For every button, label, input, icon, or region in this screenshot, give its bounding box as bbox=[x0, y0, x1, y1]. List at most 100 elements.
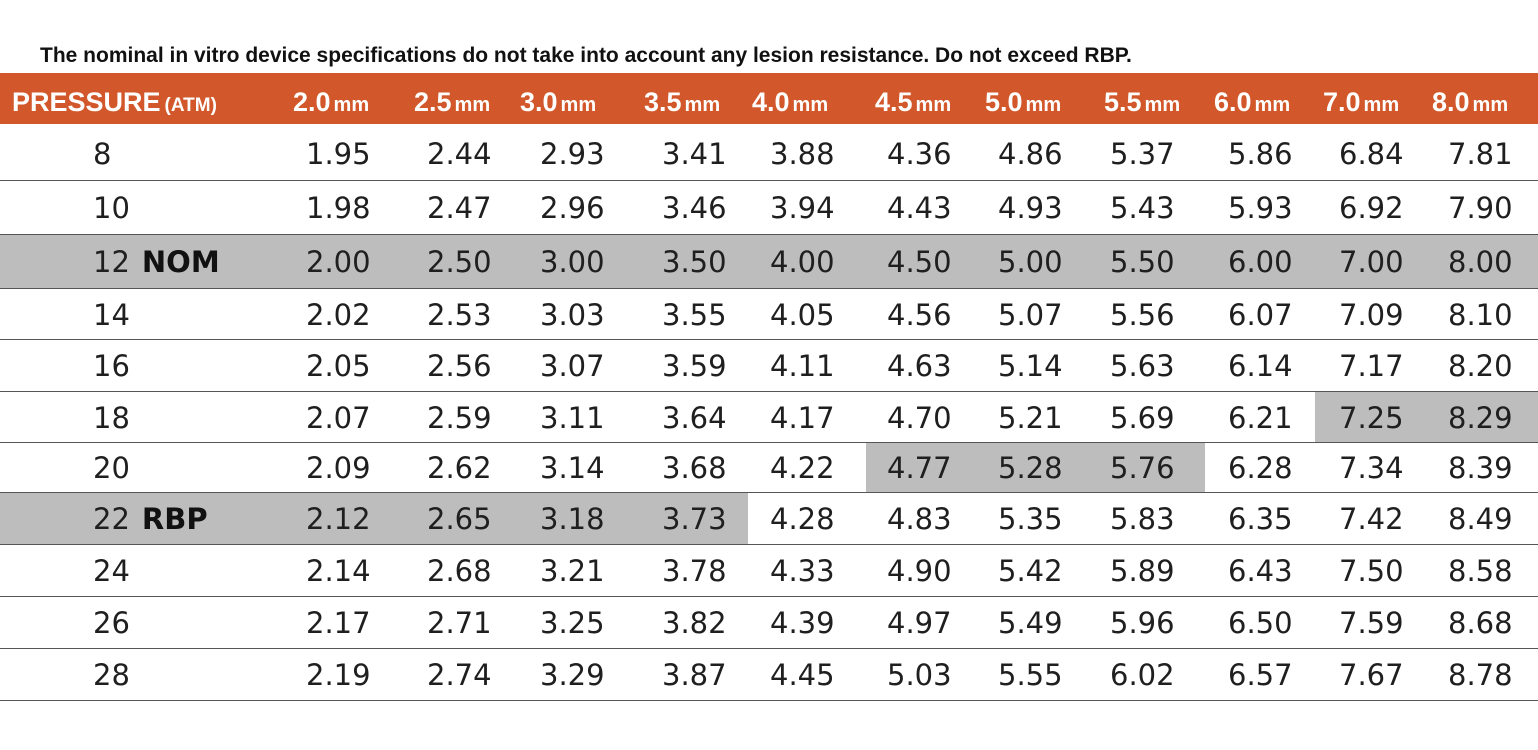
header-size-unit: mm bbox=[1144, 94, 1181, 116]
diameter-cell: 3.94 bbox=[770, 191, 835, 225]
diameter-cell: 5.63 bbox=[1110, 349, 1175, 383]
diameter-cell: 5.83 bbox=[1110, 502, 1175, 536]
diameter-cell: 8.20 bbox=[1448, 349, 1513, 383]
header-size-4-0: 4.0 mm bbox=[752, 73, 828, 124]
header-size-value: 4.5 bbox=[875, 87, 913, 117]
pressure-value: 28 bbox=[93, 658, 130, 692]
header-pressure-unit: (ATM) bbox=[164, 95, 217, 116]
diameter-cell: 5.49 bbox=[998, 606, 1063, 640]
diameter-cell: 2.68 bbox=[427, 554, 492, 588]
diameter-cell: 7.50 bbox=[1339, 554, 1404, 588]
table-row: 10 1.98 2.47 2.96 3.46 3.94 4.43 4.93 5.43 5.93 6.… bbox=[0, 181, 1538, 235]
row-divider bbox=[0, 648, 1538, 649]
diameter-cell: 4.83 bbox=[887, 502, 952, 536]
diameter-cell: 4.77 bbox=[887, 451, 952, 485]
diameter-cell: 4.97 bbox=[887, 606, 952, 640]
diameter-cell: 5.96 bbox=[1110, 606, 1175, 640]
header-size-value: 5.0 bbox=[985, 87, 1023, 117]
diameter-cell: 3.29 bbox=[540, 658, 605, 692]
header-size-unit: mm bbox=[915, 94, 952, 116]
header-size-unit: mm bbox=[1363, 94, 1400, 116]
pressure-tag: NOM bbox=[141, 245, 220, 279]
diameter-cell: 7.09 bbox=[1339, 297, 1404, 332]
diameter-cell: 7.00 bbox=[1339, 245, 1404, 279]
diameter-cell: 4.56 bbox=[887, 297, 952, 332]
diameter-cell: 3.07 bbox=[540, 349, 605, 383]
diameter-cell: 3.14 bbox=[540, 451, 605, 485]
diameter-cell: 2.50 bbox=[427, 245, 492, 279]
pressure-cell: 22 RBP bbox=[93, 493, 208, 545]
diameter-cell: 4.70 bbox=[887, 400, 952, 435]
diameter-cell: 1.95 bbox=[306, 137, 371, 171]
diameter-cell: 2.93 bbox=[540, 137, 605, 171]
diameter-cell: 3.64 bbox=[662, 400, 727, 435]
pressure-value: 22 bbox=[93, 502, 130, 536]
diameter-cell: 3.11 bbox=[540, 400, 605, 435]
diameter-cell: 3.59 bbox=[662, 349, 727, 383]
row-highlight bbox=[866, 443, 1205, 493]
diameter-cell: 5.56 bbox=[1110, 297, 1175, 332]
header-size-value: 3.5 bbox=[644, 87, 682, 117]
diameter-cell: 5.00 bbox=[998, 245, 1063, 279]
diameter-cell: 7.34 bbox=[1339, 451, 1404, 485]
row-divider bbox=[0, 234, 1538, 235]
diameter-cell: 4.90 bbox=[887, 554, 952, 588]
row-divider bbox=[0, 339, 1538, 340]
diameter-cell: 3.18 bbox=[540, 502, 605, 536]
diameter-cell: 3.00 bbox=[540, 245, 605, 279]
pressure-tag: RBP bbox=[141, 502, 208, 536]
diameter-cell: 8.68 bbox=[1448, 606, 1513, 640]
header-size-value: 5.5 bbox=[1104, 87, 1142, 117]
diameter-cell: 2.07 bbox=[306, 400, 371, 435]
header-size-value: 8.0 bbox=[1432, 87, 1470, 117]
row-divider bbox=[0, 391, 1538, 392]
diameter-cell: 6.84 bbox=[1339, 137, 1404, 171]
row-divider bbox=[0, 288, 1538, 289]
diameter-cell: 5.69 bbox=[1110, 400, 1175, 435]
table-row: 8 1.95 2.44 2.93 3.41 3.88 4.36 4.86 5.37 5.86 6.8… bbox=[0, 127, 1538, 181]
diameter-cell: 3.78 bbox=[662, 554, 727, 588]
diameter-cell: 2.19 bbox=[306, 658, 371, 692]
table-row: 24 2.14 2.68 3.21 3.78 4.33 4.90 5.42 5.89 6.43 7.… bbox=[0, 545, 1538, 597]
diameter-cell: 3.46 bbox=[662, 191, 727, 225]
diameter-cell: 4.63 bbox=[887, 349, 952, 383]
diameter-cell: 5.93 bbox=[1228, 191, 1293, 225]
diameter-cell: 2.71 bbox=[427, 606, 492, 640]
diameter-cell: 5.37 bbox=[1110, 137, 1175, 171]
pressure-cell: 18 bbox=[93, 392, 130, 443]
diameter-cell: 5.89 bbox=[1110, 554, 1175, 588]
diameter-cell: 3.73 bbox=[662, 502, 727, 536]
diameter-cell: 2.59 bbox=[427, 400, 492, 435]
pressure-value: 10 bbox=[93, 191, 130, 225]
diameter-cell: 5.14 bbox=[998, 349, 1063, 383]
diameter-cell: 2.65 bbox=[427, 502, 492, 536]
pressure-cell: 10 bbox=[93, 181, 130, 235]
diameter-cell: 2.12 bbox=[306, 502, 371, 536]
diameter-cell: 4.43 bbox=[887, 191, 952, 225]
diameter-cell: 5.21 bbox=[998, 400, 1063, 435]
diameter-cell: 2.56 bbox=[427, 349, 492, 383]
diameter-cell: 6.07 bbox=[1228, 297, 1293, 332]
diameter-cell: 7.17 bbox=[1339, 349, 1404, 383]
diameter-cell: 4.28 bbox=[770, 502, 835, 536]
header-size-5-5: 5.5 mm bbox=[1104, 73, 1180, 124]
row-divider bbox=[0, 544, 1538, 545]
header-size-unit: mm bbox=[1025, 94, 1062, 116]
pressure-value: 14 bbox=[93, 297, 130, 332]
diameter-cell: 4.36 bbox=[887, 137, 952, 171]
header-pressure: PRESSURE (ATM) bbox=[12, 73, 217, 124]
header-size-unit: mm bbox=[333, 94, 370, 116]
diameter-cell: 6.00 bbox=[1228, 245, 1293, 279]
header-size-8-0: 8.0 mm bbox=[1432, 73, 1508, 124]
header-size-3-5: 3.5 mm bbox=[644, 73, 720, 124]
diameter-cell: 7.81 bbox=[1448, 137, 1513, 171]
diameter-cell: 6.92 bbox=[1339, 191, 1404, 225]
header-size-unit: mm bbox=[1254, 94, 1291, 116]
header-size-unit: mm bbox=[560, 94, 597, 116]
diameter-cell: 7.42 bbox=[1339, 502, 1404, 536]
pressure-value: 12 bbox=[93, 245, 130, 279]
pressure-value: 8 bbox=[93, 137, 112, 171]
row-divider bbox=[0, 596, 1538, 597]
header-size-value: 2.0 bbox=[293, 87, 331, 117]
diameter-cell: 5.86 bbox=[1228, 137, 1293, 171]
